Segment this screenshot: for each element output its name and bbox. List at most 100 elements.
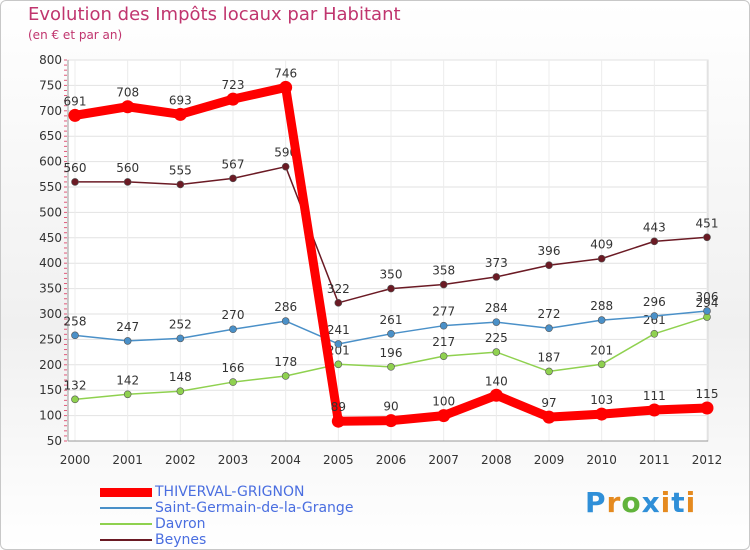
data-label-saint-germain-de-la-grange: 270 <box>222 308 245 322</box>
x-tick-label: 2009 <box>534 453 565 467</box>
data-point-saint-germain-de-la-grange <box>176 334 185 343</box>
y-tick-label: 100 <box>39 409 62 423</box>
legend-item-beynes: Beynes <box>100 532 420 548</box>
data-point-saint-germain-de-la-grange <box>334 340 343 348</box>
legend-item-saint-germain: Saint-Germain-de-la-Grange <box>100 500 420 516</box>
data-label-thiverval-grignon: 115 <box>696 387 719 401</box>
data-point-thiverval-grignon <box>700 401 714 415</box>
data-point-thiverval-grignon <box>647 403 661 417</box>
data-label-thiverval-grignon: 89 <box>331 400 346 414</box>
x-tick-label: 2011 <box>639 453 670 467</box>
y-tick-label: 800 <box>39 53 62 67</box>
y-tick-label: 450 <box>39 231 62 245</box>
data-label-beynes: 322 <box>327 282 350 296</box>
data-point-davron <box>545 367 553 376</box>
data-label-beynes: 373 <box>485 256 508 270</box>
data-point-saint-germain-de-la-grange <box>229 325 237 334</box>
data-label-davron: 178 <box>274 355 297 369</box>
data-label-beynes: 409 <box>590 238 613 252</box>
x-tick-label: 2004 <box>270 453 301 467</box>
data-label-thiverval-grignon: 103 <box>590 393 613 407</box>
y-tick-label: 150 <box>39 383 62 397</box>
data-label-davron: 148 <box>169 370 192 384</box>
y-tick-label: 300 <box>39 307 62 321</box>
data-label-davron: 142 <box>116 373 139 387</box>
y-tick-label: 50 <box>47 434 62 448</box>
y-tick-label: 400 <box>39 256 62 270</box>
legend-swatch-saint-germain <box>100 507 152 509</box>
data-point-thiverval-grignon <box>279 80 293 94</box>
data-point-saint-germain-de-la-grange <box>281 317 290 325</box>
data-point-davron <box>123 390 132 399</box>
data-point-davron <box>597 360 606 369</box>
data-label-saint-germain-de-la-grange: 296 <box>643 295 666 309</box>
data-point-beynes <box>492 273 501 281</box>
x-tick-label: 2002 <box>165 453 196 467</box>
data-point-davron <box>492 348 501 356</box>
data-point-beynes <box>597 254 606 263</box>
data-label-davron: 132 <box>64 378 87 392</box>
data-label-saint-germain-de-la-grange: 286 <box>274 300 297 314</box>
legend: THIVERVAL-GRIGNON Saint-Germain-de-la-Gr… <box>100 484 420 548</box>
legend-label-davron: Davron <box>155 516 206 532</box>
y-tick-label: 650 <box>39 129 62 143</box>
data-label-saint-germain-de-la-grange: 241 <box>327 323 350 337</box>
data-label-thiverval-grignon: 746 <box>274 66 297 80</box>
data-point-thiverval-grignon <box>121 100 135 114</box>
x-tick-label: 2008 <box>481 453 512 467</box>
chart-subtitle: (en € et par an) <box>28 28 123 42</box>
data-point-davron <box>71 395 79 404</box>
data-label-thiverval-grignon: 140 <box>485 374 508 388</box>
x-tick-label: 2005 <box>323 453 354 467</box>
x-tick-label: 2010 <box>586 453 617 467</box>
data-point-saint-germain-de-la-grange <box>597 316 606 324</box>
data-point-thiverval-grignon <box>437 409 451 423</box>
x-tick-label: 2012 <box>692 453 723 467</box>
data-point-thiverval-grignon <box>68 108 82 122</box>
legend-item-davron: Davron <box>100 516 420 532</box>
x-tick-label: 2000 <box>60 453 91 467</box>
data-point-saint-germain-de-la-grange <box>545 324 553 333</box>
data-label-saint-germain-de-la-grange: 288 <box>590 299 613 313</box>
data-point-thiverval-grignon <box>542 410 556 424</box>
data-label-davron: 187 <box>538 350 561 364</box>
y-tick-label: 250 <box>39 332 62 346</box>
data-label-davron: 201 <box>327 343 350 357</box>
data-point-thiverval-grignon <box>226 92 240 106</box>
y-tick-label: 600 <box>39 155 62 169</box>
data-point-davron <box>176 387 185 396</box>
data-label-saint-germain-de-la-grange: 258 <box>64 314 87 328</box>
y-tick-label: 750 <box>39 78 62 92</box>
data-label-beynes: 350 <box>380 268 403 282</box>
data-label-saint-germain-de-la-grange: 252 <box>169 317 192 331</box>
data-point-beynes <box>229 174 237 183</box>
data-point-beynes <box>387 284 395 293</box>
x-tick-label: 2001 <box>112 453 143 467</box>
data-label-saint-germain-de-la-grange: 306 <box>696 290 719 304</box>
y-tick-label: 500 <box>39 205 62 219</box>
data-point-thiverval-grignon <box>489 388 503 402</box>
data-label-saint-germain-de-la-grange: 284 <box>485 301 508 315</box>
data-label-davron: 217 <box>432 335 455 349</box>
chart-title: Evolution des Impôts locaux par Habitant <box>28 4 401 25</box>
data-point-davron <box>439 352 448 360</box>
data-label-saint-germain-de-la-grange: 272 <box>538 307 561 321</box>
data-point-davron <box>650 330 659 338</box>
data-label-thiverval-grignon: 100 <box>432 395 455 409</box>
data-point-thiverval-grignon <box>595 407 609 421</box>
data-label-davron: 166 <box>222 361 245 375</box>
data-point-davron <box>334 360 343 369</box>
proxiti-logo: Proxiti <box>585 486 697 519</box>
data-point-davron <box>229 378 237 386</box>
x-tick-label: 2007 <box>428 453 459 467</box>
data-point-beynes <box>71 178 79 186</box>
y-tick-label: 350 <box>39 282 62 296</box>
data-point-beynes <box>439 280 448 289</box>
data-point-saint-germain-de-la-grange <box>439 321 448 330</box>
data-label-davron: 294 <box>696 296 719 310</box>
data-point-beynes <box>176 180 185 189</box>
data-point-beynes <box>703 233 711 242</box>
data-label-beynes: 560 <box>116 161 139 175</box>
data-label-beynes: 396 <box>538 244 561 258</box>
